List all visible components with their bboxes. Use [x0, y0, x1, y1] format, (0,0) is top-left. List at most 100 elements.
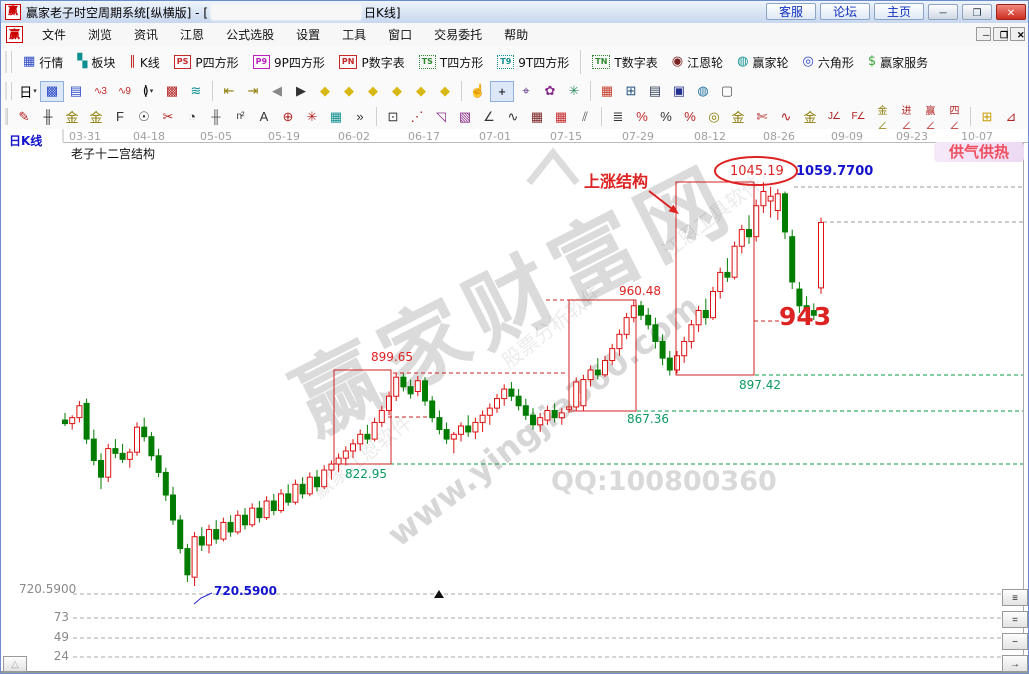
tool-remote-computer[interactable]: ▢: [715, 81, 739, 102]
titlebar-button-2[interactable]: 论坛: [819, 3, 870, 20]
tool-diamond-expand[interactable]: ◆: [361, 81, 385, 102]
subpanel-scale-button-4[interactable]: →: [1002, 655, 1028, 672]
draw-bars-compare[interactable]: ≣: [606, 106, 630, 127]
chart-canvas[interactable]: [1, 129, 1029, 674]
toolbar-hexagon[interactable]: ◎ 六角形: [795, 51, 860, 74]
draw-angle-gold[interactable]: 金∠: [870, 106, 894, 130]
tool-web-link[interactable]: ◍: [691, 81, 715, 102]
draw-percent-band[interactable]: %: [630, 106, 654, 127]
draw-gann-web-square[interactable]: ▦: [324, 106, 348, 127]
draw-gold-circle[interactable]: ◎: [702, 106, 726, 127]
tool-diamond-shift-left[interactable]: ◆: [313, 81, 337, 102]
draw-angle-si[interactable]: 四∠: [942, 106, 966, 130]
menu-item-4[interactable]: 江恩: [180, 28, 205, 42]
draw-pen-tool[interactable]: ✎: [12, 106, 36, 127]
draw-zigzag-tool[interactable]: ∿: [501, 106, 525, 127]
toolbar-p-square[interactable]: PS P四方形: [167, 51, 246, 74]
tool-calculator[interactable]: ⊞: [619, 81, 643, 102]
tool-wave-3[interactable]: ∿3: [88, 81, 112, 102]
tool-zoom-tool[interactable]: ⌖: [514, 81, 538, 102]
draw-more-tools[interactable]: »: [348, 106, 372, 127]
draw-angle-jin[interactable]: 进∠: [894, 106, 918, 130]
period-label[interactable]: 日K线: [9, 134, 43, 148]
tool-calendar[interactable]: ▦: [595, 81, 619, 102]
menu-item-2[interactable]: 浏览: [88, 28, 113, 42]
draw-text-note[interactable]: A: [252, 106, 276, 127]
draw-parallel-lines[interactable]: ⫽: [573, 106, 597, 127]
draw-yinyang[interactable]: ☯: [1023, 106, 1028, 127]
menu-item-1[interactable]: 文件: [42, 28, 67, 42]
draw-time-circle[interactable]: ◔: [180, 106, 204, 127]
draw-gann-ruler[interactable]: ╫: [36, 106, 60, 127]
draw-mark-tool[interactable]: ✄: [750, 106, 774, 127]
tool-info-list[interactable]: ▤: [64, 81, 88, 102]
draw-angle-f[interactable]: F∠: [846, 106, 870, 127]
subpanel-scale-button-2[interactable]: =: [1002, 611, 1028, 628]
toolbar-winner-service[interactable]: $ 赢家服务: [861, 51, 935, 74]
tool-candle-style[interactable]: ≬ ▾: [136, 81, 160, 102]
subpanel-scale-button-3[interactable]: −: [1002, 633, 1028, 650]
toolbar-gann-wheel[interactable]: ◉ 江恩轮: [665, 51, 730, 74]
draw-spiral-tool[interactable]: ☉: [132, 106, 156, 127]
toolbar-kline[interactable]: ∥ K线: [122, 51, 166, 74]
draw-price-ruler[interactable]: F: [108, 106, 132, 127]
draw-angle-fan[interactable]: ∠: [477, 106, 501, 127]
mdi-restore-button[interactable]: ❐: [993, 27, 1008, 41]
minimize-button[interactable]: ─: [928, 3, 958, 20]
tool-diamond-compress[interactable]: ◆: [385, 81, 409, 102]
toolbar-9t-square[interactable]: T9 9T四方形: [490, 51, 576, 74]
menu-item-9[interactable]: 交易委托: [434, 28, 483, 42]
draw-gold-level[interactable]: 金: [798, 106, 822, 127]
draw-grid-dark[interactable]: ▦: [525, 106, 549, 127]
toolbar-t-square[interactable]: TS T四方形: [412, 51, 491, 74]
tool-gann-flower-tool[interactable]: ✿: [538, 81, 562, 102]
toolbar-p-number-table[interactable]: PN P数字表: [332, 51, 412, 74]
tool-pattern-search-blue[interactable]: ▩: [40, 80, 64, 102]
menu-item-6[interactable]: 设置: [296, 28, 321, 42]
tool-pattern-search-red[interactable]: ▩: [160, 81, 184, 102]
draw-fan-box[interactable]: ◹: [429, 106, 453, 127]
menu-item-3[interactable]: 资讯: [134, 28, 159, 42]
draw-box-diagonal[interactable]: ▧: [453, 106, 477, 127]
draw-gold-line[interactable]: 金: [726, 106, 750, 127]
toolbar-winner-wheel[interactable]: ◍ 赢家轮: [730, 51, 795, 74]
draw-angle-win[interactable]: 赢∠: [918, 106, 942, 130]
draw-gold-section[interactable]: 金: [60, 106, 84, 127]
toolbar-9p-square[interactable]: P9 9P四方形: [246, 51, 332, 74]
tool-first-bar[interactable]: ⇤: [217, 81, 241, 102]
draw-target-circle[interactable]: ⊕: [276, 106, 300, 127]
draw-wave-band[interactable]: ∿: [774, 106, 798, 127]
corner-expand-button[interactable]: △: [3, 656, 27, 672]
tool-hand-tool[interactable]: ☝: [466, 81, 490, 102]
tool-diamond-center[interactable]: ◆: [409, 81, 433, 102]
draw-n-square[interactable]: n²: [228, 106, 252, 127]
menu-item-10[interactable]: 帮助: [504, 28, 529, 42]
tool-diamond-shift-right[interactable]: ◆: [337, 81, 361, 102]
tool-crosshair-tool[interactable]: +: [490, 80, 514, 102]
draw-grid-red[interactable]: ▦: [549, 106, 573, 127]
tool-notepad[interactable]: ▤: [643, 81, 667, 102]
tool-volume-profile[interactable]: ≋: [184, 81, 208, 102]
tool-last-bar[interactable]: ⇥: [241, 81, 265, 102]
menu-item-5[interactable]: 公式选股: [226, 28, 275, 42]
draw-cut-tool[interactable]: ✂: [156, 106, 180, 127]
titlebar-button-3[interactable]: 主页: [873, 3, 924, 20]
draw-bar-ruler[interactable]: ╫: [204, 106, 228, 127]
sector-tag[interactable]: 供气供热: [934, 142, 1024, 162]
tool-save[interactable]: ▣: [667, 81, 691, 102]
close-button[interactable]: ✕: [996, 3, 1026, 20]
toolbar-t-number-table[interactable]: TN T数字表: [585, 51, 665, 74]
draw-gold-section-2[interactable]: 金: [84, 106, 108, 127]
tool-leaf-tool[interactable]: ✳: [562, 81, 586, 102]
tool-period-selector[interactable]: 日 ▾: [16, 81, 40, 102]
draw-fan-lines[interactable]: ⋰: [405, 106, 429, 127]
tool-next-bar[interactable]: ▶: [289, 81, 313, 102]
mdi-close-button[interactable]: ✕: [1010, 27, 1025, 41]
draw-kline-plot[interactable]: ⊿: [999, 106, 1023, 127]
draw-gann-web[interactable]: ✳: [300, 106, 324, 127]
draw-percent-tool[interactable]: %: [654, 106, 678, 127]
tool-diamond-all[interactable]: ◆: [433, 81, 457, 102]
draw-grid-anchor[interactable]: ⊞: [975, 106, 999, 127]
menu-item-8[interactable]: 窗口: [388, 28, 413, 42]
restore-button[interactable]: ❐: [962, 3, 992, 20]
